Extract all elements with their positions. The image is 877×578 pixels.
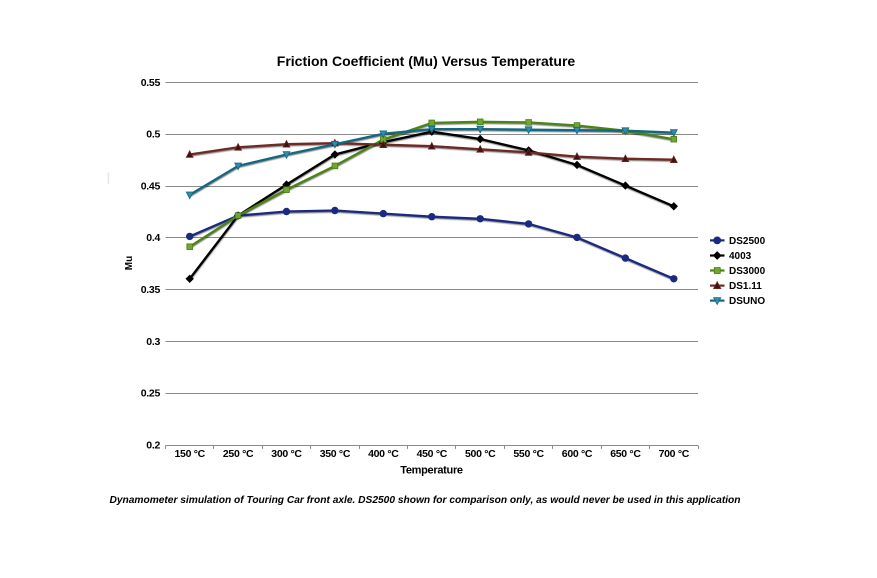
svg-text:350 °C: 350 °C bbox=[320, 448, 351, 460]
svg-text:DSUNO: DSUNO bbox=[729, 296, 765, 307]
svg-text:0.3: 0.3 bbox=[146, 336, 160, 348]
svg-text:0.35: 0.35 bbox=[141, 284, 161, 296]
svg-text:0.2: 0.2 bbox=[146, 439, 160, 451]
svg-text:0.45: 0.45 bbox=[141, 180, 161, 192]
svg-text:DS3000: DS3000 bbox=[729, 266, 766, 277]
svg-text:0.5: 0.5 bbox=[146, 129, 160, 141]
svg-text:DS2500: DS2500 bbox=[729, 236, 766, 247]
svg-text:Friction Coefficient (Mu) Vers: Friction Coefficient (Mu) Versus Tempera… bbox=[277, 53, 576, 69]
svg-text:DS1.11: DS1.11 bbox=[729, 281, 762, 292]
svg-text:600 °C: 600 °C bbox=[562, 448, 593, 460]
svg-text:Temperature: Temperature bbox=[400, 464, 463, 476]
svg-text:250 °C: 250 °C bbox=[223, 448, 254, 460]
svg-text:Mu: Mu bbox=[124, 256, 135, 270]
svg-text:700 °C: 700 °C bbox=[659, 448, 690, 460]
svg-text:550 °C: 550 °C bbox=[513, 448, 544, 460]
svg-text:150 °C: 150 °C bbox=[174, 448, 205, 460]
svg-text:500 °C: 500 °C bbox=[465, 448, 496, 460]
svg-text:Dynamometer simulation of Tour: Dynamometer simulation of Touring Car fr… bbox=[110, 495, 741, 506]
svg-text:400 °C: 400 °C bbox=[368, 448, 399, 460]
svg-text:450 °C: 450 °C bbox=[417, 448, 448, 460]
svg-text:4003: 4003 bbox=[729, 251, 752, 262]
svg-text:0.55: 0.55 bbox=[141, 77, 161, 89]
svg-text:300 °C: 300 °C bbox=[271, 448, 302, 460]
svg-text:0.25: 0.25 bbox=[141, 388, 161, 400]
svg-text:650 °C: 650 °C bbox=[610, 448, 641, 460]
svg-text:0.4: 0.4 bbox=[146, 232, 160, 244]
